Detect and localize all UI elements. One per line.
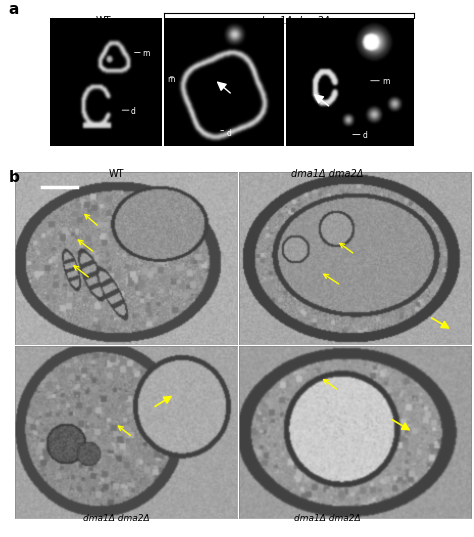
Text: dma1Δ dma2Δ: dma1Δ dma2Δ [294,513,360,523]
Text: dma1Δ dma2Δ: dma1Δ dma2Δ [83,513,149,523]
Text: b: b [9,170,19,185]
Text: m: m [382,77,389,86]
Text: d: d [363,131,368,140]
Text: dma1Δ dma2Δ: dma1Δ dma2Δ [291,169,363,179]
Text: dma1Δ dma2Δ: dma1Δ dma2Δ [258,16,330,26]
Text: d: d [227,129,231,137]
Text: WT: WT [109,169,124,179]
Text: d: d [131,107,136,116]
Text: a: a [9,2,19,17]
Text: m: m [142,49,149,59]
Text: WT: WT [96,16,111,26]
Text: m: m [168,75,175,84]
